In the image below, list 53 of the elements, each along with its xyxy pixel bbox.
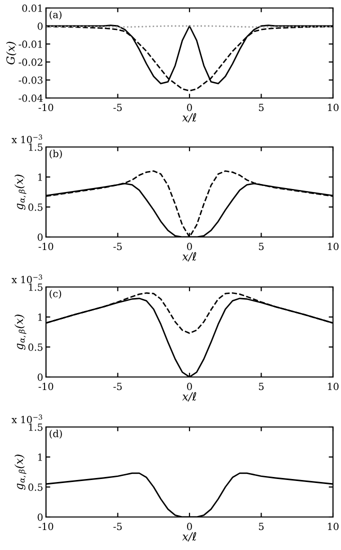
y-tick-label: -0.01	[18, 40, 42, 48]
x-tick-label: 10	[328, 522, 339, 530]
y-tick-label: -0.03	[18, 76, 42, 84]
x-tick-label: 0	[187, 242, 192, 250]
y-tick-label: 1.5	[28, 283, 42, 291]
y-tick-label: 1.5	[28, 143, 42, 151]
x-axis-title: x/ℓ	[182, 252, 196, 262]
x-tick-label: -5	[113, 522, 122, 530]
x-tick-label: 5	[258, 242, 264, 250]
x-tick-label: -10	[38, 242, 54, 250]
x-tick-label: -10	[38, 382, 54, 390]
y-tick-label: -0.04	[18, 94, 43, 102]
x-tick-label: 5	[258, 104, 264, 112]
y-axis-title: G(x)	[6, 42, 16, 64]
annotation: (c)	[50, 290, 62, 299]
text: x 10$^{−3}$	[12, 134, 42, 144]
x-tick-label: -5	[113, 382, 122, 390]
y-tick-label: 1	[38, 313, 42, 321]
y-tick-label: 0.01	[22, 4, 42, 12]
x-axis-title: x/ℓ	[182, 392, 196, 402]
x-tick-label: 10	[328, 242, 339, 250]
y-axis-title: g$_{α,β}$(x)	[14, 454, 26, 490]
text: x 10$^{−3}$	[12, 274, 42, 284]
y-axis-title: g$_{α,β}$(x)	[14, 314, 26, 350]
x-tick-label: 5	[258, 522, 264, 530]
x-tick-label: 0	[187, 382, 192, 390]
annotation: (b)	[50, 150, 62, 159]
y-tick-label: 0.5	[28, 483, 42, 491]
y-tick-label: 0	[38, 513, 43, 521]
x-tick-label: 10	[328, 104, 339, 112]
x-tick-label: -5	[113, 104, 122, 112]
annotation: (d)	[50, 430, 62, 439]
text: x 10$^{−3}$	[12, 414, 42, 424]
x-axis-title: x/ℓ	[182, 113, 196, 122]
annotation: (a)	[50, 10, 62, 20]
x-tick-label: -10	[38, 522, 54, 530]
y-axis-title: g$_{α,β}$(x)	[14, 174, 26, 210]
x-tick-label: 5	[258, 382, 264, 390]
x-tick-label: -10	[38, 104, 54, 112]
y-tick-label: 0.5	[28, 343, 42, 351]
y-tick-label: 0	[38, 233, 43, 241]
y-tick-label: 1	[38, 453, 42, 461]
y-tick-label: 1.5	[28, 423, 42, 431]
x-tick-label: 0	[187, 104, 192, 112]
x-tick-label: 10	[328, 382, 339, 390]
x-tick-label: 0	[187, 522, 192, 530]
x-tick-label: -5	[113, 242, 122, 250]
y-tick-label: 0.5	[28, 203, 42, 211]
y-tick-label: 1	[38, 173, 42, 181]
y-tick-label: 0	[38, 373, 43, 381]
y-tick-label: -0.02	[18, 58, 42, 66]
x-axis-title: x/ℓ	[182, 532, 196, 542]
y-tick-label: 0	[38, 22, 43, 30]
